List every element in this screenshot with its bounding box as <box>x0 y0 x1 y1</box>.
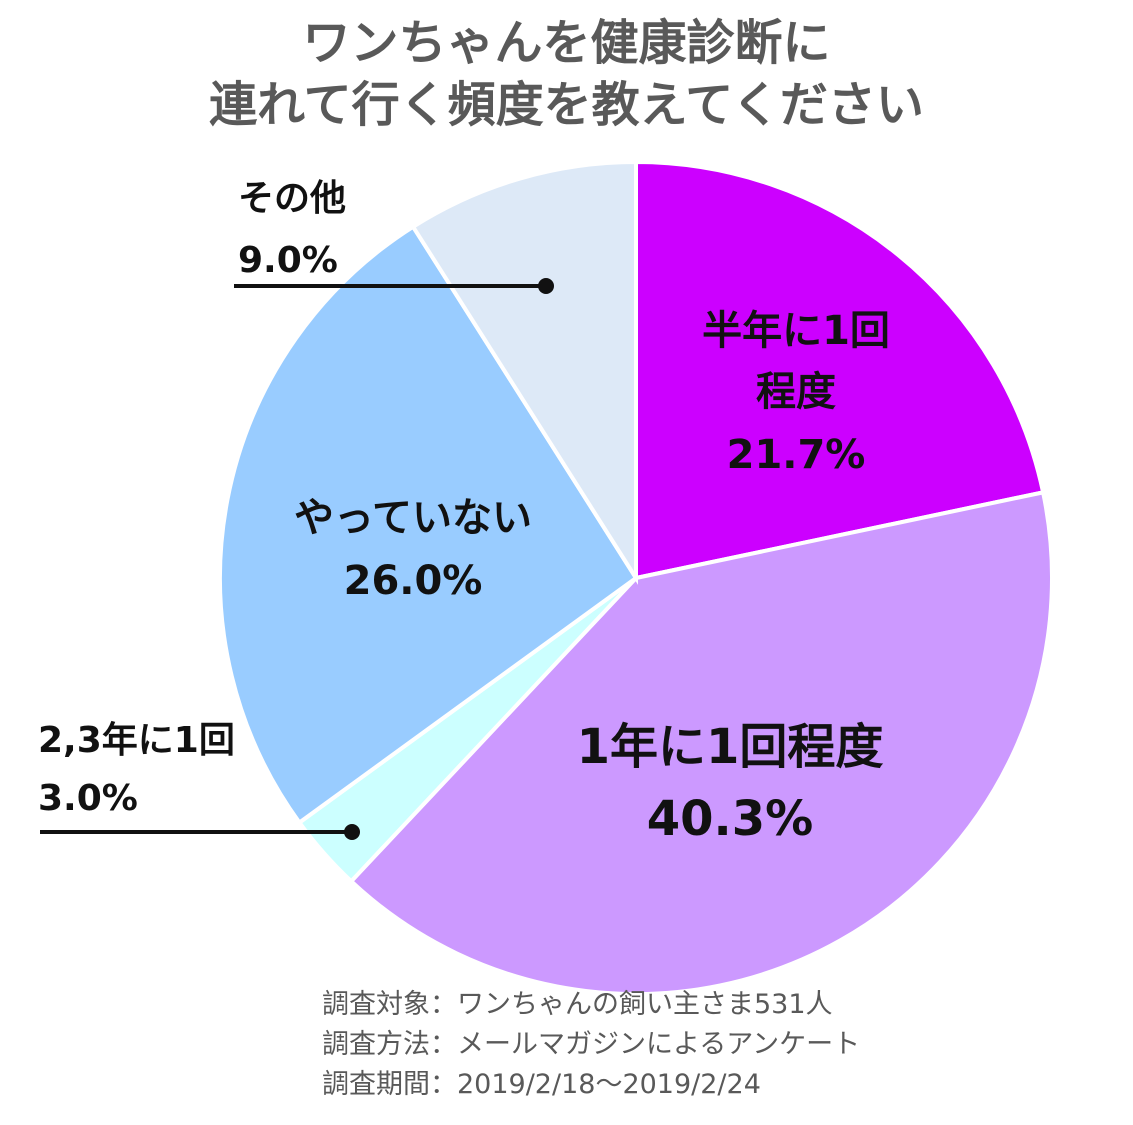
survey-method-note: 調査方法：メールマガジンによるアンケート <box>322 1029 861 1060</box>
pie-slice-none <box>218 223 639 826</box>
leader-dot-other <box>538 278 554 294</box>
pie-slice-one-year <box>348 489 1054 996</box>
slice-label-one-year: 1年に1回程度 <box>577 719 884 775</box>
slice-label-none: やっていない <box>294 495 532 541</box>
slice-label-other: その他 <box>238 178 346 219</box>
chart-title-line-2: 連れて行く頻度を教えてください <box>209 77 924 133</box>
survey-notes: 調査対象：ワンちゃんの飼い主さま531人 調査方法：メールマガジンによるアンケー… <box>322 985 860 1105</box>
slice-label-half-year-1: 半年に1回 <box>702 308 890 354</box>
leader-dot-two-three-years <box>344 824 360 840</box>
data-label-one-year: 40.3% <box>647 791 814 847</box>
data-label-none: 26.0% <box>344 558 483 604</box>
survey-period-note: 調査期間：2019/2/18～2019/2/24 <box>322 1069 761 1100</box>
pie-slices <box>218 159 1054 996</box>
data-label-two-three-years: 3.0% <box>38 778 138 819</box>
survey-target-note: 調査対象：ワンちゃんの飼い主さま531人 <box>322 989 833 1020</box>
chart-title-line-1: ワンちゃんを健康診断に <box>302 15 831 71</box>
slice-label-half-year-2: 程度 <box>756 369 836 415</box>
pie-slice-other <box>410 159 638 585</box>
leader-lines <box>40 278 554 840</box>
data-label-other: 9.0% <box>238 240 338 281</box>
chart-title: ワンちゃんを健康診断に 連れて行く頻度を教えてください <box>0 12 1133 136</box>
pie-slice-half-year <box>634 159 1046 581</box>
data-label-half-year: 21.7% <box>727 432 866 478</box>
slice-label-two-three-years: 2,3年に1回 <box>38 720 235 761</box>
